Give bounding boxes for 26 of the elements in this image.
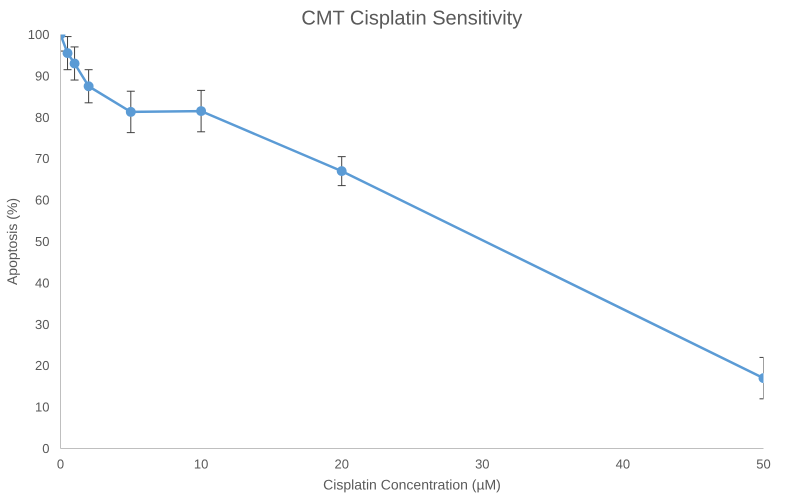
y-tick-label: 70 — [35, 151, 50, 166]
y-tick-label: 50 — [35, 234, 50, 249]
point — [336, 166, 347, 176]
y-tick-label: 40 — [35, 275, 50, 290]
x-tick-label: 40 — [616, 456, 630, 472]
point — [126, 106, 136, 117]
point — [70, 58, 80, 68]
x-tick-label: 30 — [475, 456, 490, 472]
x-tick-label: 0 — [56, 456, 64, 472]
y-tick-label: 90 — [35, 68, 50, 84]
point — [84, 81, 94, 92]
chart-title: CMT Cisplatin Sensitivity — [301, 8, 522, 30]
y-tick-label: 10 — [35, 400, 50, 415]
point — [62, 48, 73, 58]
x-tick-label: 20 — [334, 456, 349, 472]
y-tick-label: 30 — [35, 316, 50, 332]
x-tick-label: 50 — [756, 456, 771, 472]
y-tick-label: 60 — [35, 192, 50, 208]
y-tick-label: 100 — [28, 27, 50, 42]
y-tick-label: 80 — [35, 110, 50, 125]
x-tick-label: 10 — [194, 456, 208, 472]
y-tick-label: 20 — [35, 358, 50, 374]
y-tick-label: 0 — [42, 441, 50, 456]
y-axis-title: Apoptosis (%) — [4, 198, 20, 286]
x-axis-title: Cisplatin Concentration (µM) — [323, 476, 501, 492]
point — [196, 106, 206, 116]
